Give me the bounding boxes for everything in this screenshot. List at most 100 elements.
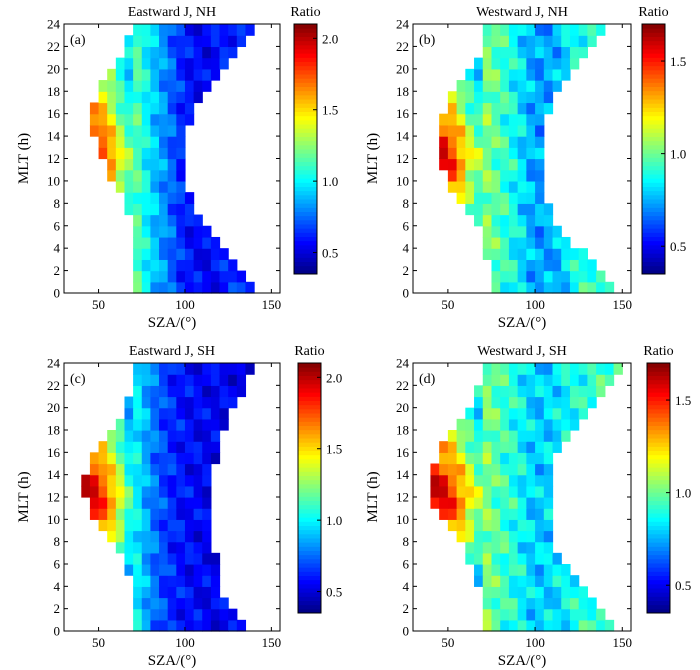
heatmap-cell xyxy=(133,35,143,48)
heatmap-cell xyxy=(150,180,160,193)
heatmap-cell xyxy=(517,463,527,476)
colorbar-segment xyxy=(642,249,665,254)
heatmap-cell xyxy=(508,597,519,610)
heatmap-cell xyxy=(508,248,519,260)
heatmap-cell xyxy=(184,35,195,48)
heatmap-cell xyxy=(159,541,169,554)
heatmap-cell xyxy=(456,463,466,476)
colorbar-segment xyxy=(642,90,665,96)
heatmap-cell xyxy=(465,519,475,532)
heatmap-cell xyxy=(219,248,229,260)
heatmap-cell xyxy=(482,575,493,587)
colorbar-segment xyxy=(298,367,321,372)
colorbar-segment xyxy=(294,190,317,196)
heatmap-cell xyxy=(613,363,623,375)
heatmap-cell xyxy=(543,102,554,115)
heatmap-cell xyxy=(184,102,195,115)
heatmap-cell xyxy=(552,248,562,260)
heatmap-cell xyxy=(552,597,562,610)
heatmap-cell xyxy=(561,608,571,621)
heatmap-cell xyxy=(184,597,195,610)
colorbar-segment xyxy=(294,224,317,229)
heatmap-cell xyxy=(508,158,519,171)
heatmap-cell xyxy=(500,214,510,227)
heatmap-cell xyxy=(133,147,143,160)
heatmap-cell xyxy=(526,418,536,431)
heatmap-cell xyxy=(482,214,493,227)
colorbar-segment xyxy=(642,203,665,208)
heatmap-cell xyxy=(526,363,536,375)
heatmap-cell xyxy=(202,608,212,621)
heatmap-cell xyxy=(604,374,615,386)
heatmap-cell xyxy=(176,474,186,487)
heatmap-cell xyxy=(526,124,536,137)
heatmap-cell xyxy=(141,68,151,81)
heatmap-cell xyxy=(517,396,527,409)
heatmap-cell xyxy=(456,192,466,204)
heatmap-cell xyxy=(124,91,134,104)
colorbar-segment xyxy=(294,32,317,37)
heatmap-cell xyxy=(508,564,519,576)
colorbar-segment xyxy=(642,124,665,129)
colorbar-segment xyxy=(298,596,321,601)
heatmap-cell xyxy=(124,180,134,193)
heatmap-cell xyxy=(535,192,545,204)
heatmap-cell xyxy=(447,113,458,126)
heatmap-cell xyxy=(561,418,571,431)
heatmap-cell xyxy=(543,225,554,238)
colorbar-title: Ratio xyxy=(643,344,673,359)
colorbar-segment xyxy=(298,479,321,485)
colorbar-tick-label: 1.0 xyxy=(322,174,338,189)
heatmap-cell xyxy=(107,463,117,476)
heatmap-cell xyxy=(133,281,143,294)
heatmap-cell xyxy=(159,80,169,92)
heatmap-cell xyxy=(543,463,554,476)
heatmap-cell xyxy=(176,396,186,409)
heatmap-cell xyxy=(439,441,449,453)
x-tick-label: 50 xyxy=(441,635,454,650)
heatmap-cell xyxy=(508,463,519,476)
colorbar-segment xyxy=(294,94,317,100)
heatmap-cell xyxy=(159,236,169,249)
heatmap-cell xyxy=(184,259,195,272)
heatmap-cell xyxy=(552,57,562,70)
heatmap-cell xyxy=(578,270,588,283)
y-tick-label: 0 xyxy=(403,624,410,639)
colorbar-segment xyxy=(642,44,665,50)
heatmap-cell xyxy=(569,259,580,272)
heatmap-cell xyxy=(569,248,580,260)
heatmap-cell xyxy=(447,430,458,442)
heatmap-cell xyxy=(517,136,527,148)
y-axis-label: MLT (h) xyxy=(365,471,381,522)
heatmap-cell xyxy=(517,124,527,137)
heatmap-cell xyxy=(482,418,493,431)
heatmap-cell xyxy=(535,180,545,193)
colorbar-segment xyxy=(642,132,665,137)
colorbar-segment xyxy=(298,608,321,614)
heatmap-cell xyxy=(176,530,186,543)
heatmap-cell xyxy=(98,136,108,148)
heatmap-cell xyxy=(491,363,501,375)
heatmap-cells xyxy=(81,363,255,632)
colorbar-segment xyxy=(642,32,665,37)
heatmap-cell xyxy=(447,91,458,104)
heatmap-cell xyxy=(176,575,186,587)
heatmap-cell xyxy=(508,474,519,487)
heatmap-cell xyxy=(430,463,440,476)
heatmap-cell xyxy=(552,575,562,587)
heatmap-cell xyxy=(228,270,238,283)
heatmap-cell xyxy=(167,508,177,520)
heatmap-cell xyxy=(439,124,449,137)
colorbar-segment xyxy=(298,571,321,576)
heatmap-cell xyxy=(236,24,247,36)
y-tick-label: 8 xyxy=(54,196,61,211)
heatmap-cell xyxy=(141,530,151,543)
heatmap-cell xyxy=(535,485,545,498)
heatmap-cell xyxy=(482,564,493,576)
heatmap-cell xyxy=(176,24,186,36)
heatmap-cell xyxy=(184,552,195,565)
heatmap-cell xyxy=(587,281,597,294)
heatmap-cell xyxy=(133,575,143,587)
heatmap-cell xyxy=(569,608,580,621)
colorbar-segment xyxy=(298,517,321,522)
